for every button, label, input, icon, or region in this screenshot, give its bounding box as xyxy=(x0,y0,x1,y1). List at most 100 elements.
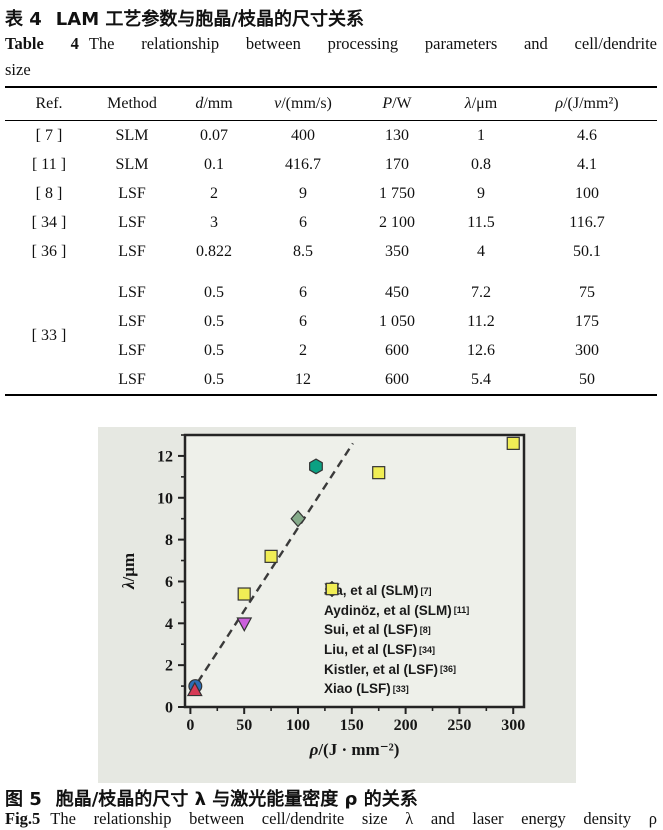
table-caption-zh-text: LAM 工艺参数与胞晶/枝晶的尺寸关系 xyxy=(55,9,364,30)
figure-caption-zh: 图 5 胞晶/枝晶的尺寸 λ 与激光能量密度 ρ 的关系 xyxy=(5,785,418,811)
table-cell: 600 xyxy=(385,341,409,359)
table-row: [ 34 ] LSF 3 6 2 100 11.5 116.7 xyxy=(5,208,657,237)
table-cell: LSF xyxy=(118,184,146,202)
table-caption-zh: 表 4 LAM 工艺参数与胞晶/枝晶的尺寸关系 xyxy=(5,5,364,31)
table-caption-zh-label: 表 4 xyxy=(5,9,42,30)
table-cell: 2 xyxy=(299,341,307,359)
table-row: LSF 0.5 12 600 5.4 50 xyxy=(5,365,657,395)
table-row: LSF 0.5 2 600 12.6 300 xyxy=(5,336,657,365)
table-cell: 5.4 xyxy=(471,370,491,388)
figure-5-image: 0 50 100 150 200 250 300 0 2 4 6 8 10 12 ρ/(J · mm⁻²) λ… xyxy=(98,427,576,783)
legend-item: Liu, et al (LSF) [34] xyxy=(324,581,469,660)
table-row: [ 33 ] LSF 0.5 6 450 7.2 75 xyxy=(5,266,657,345)
plot-area xyxy=(185,435,524,707)
table-cell: 130 xyxy=(385,126,409,144)
table-cell: 600 xyxy=(385,370,409,388)
col-lambda: λ/μm xyxy=(445,87,517,121)
table-cell: 11.5 xyxy=(467,213,495,231)
data-point-diamond xyxy=(290,509,306,528)
table-row: [ 8 ] LSF 2 9 1 750 9 100 xyxy=(5,179,657,208)
table-cell: 0.5 xyxy=(204,370,224,388)
col-ref: Ref. xyxy=(5,87,93,121)
data-point-triangle-up xyxy=(186,681,203,697)
table-cell: 175 xyxy=(575,312,599,330)
table-cell: 4.6 xyxy=(577,126,597,144)
table-cell: 170 xyxy=(385,155,409,173)
table-cell: 0.07 xyxy=(200,126,228,144)
table-cell: LSF xyxy=(118,370,146,388)
table-cell: 116.7 xyxy=(569,213,605,231)
table-cell: 2 xyxy=(210,184,218,202)
table-cell: 1 750 xyxy=(379,184,415,202)
table-cell: 9 xyxy=(299,184,307,202)
table-caption-en-text: The relationship between processing para… xyxy=(88,34,658,53)
ref-cell: [ 33 ] xyxy=(31,327,67,344)
y-tick-label: 6 xyxy=(165,574,173,591)
table-cell: 0.8 xyxy=(471,155,491,173)
scatter-chart: 0 50 100 150 200 250 300 0 2 4 6 8 10 12 ρ/(J · mm⁻²) λ… xyxy=(119,433,526,759)
col-d: d/mm xyxy=(171,87,257,121)
figure-caption-zh-label: 图 5 xyxy=(5,789,42,810)
legend-label: Sui, et al (LSF) xyxy=(324,622,418,638)
table-cell: 100 xyxy=(575,184,599,202)
col-v: v/(mm/s) xyxy=(257,87,349,121)
ref-cell: [ 11 ] xyxy=(31,155,67,173)
table-cell: 8.5 xyxy=(293,242,313,260)
col-p: P/W xyxy=(349,87,445,121)
ref-cell: [ 7 ] xyxy=(35,126,63,144)
y-tick-label: 12 xyxy=(157,448,173,465)
plot-frame xyxy=(183,433,526,709)
legend-label: Liu, et al (LSF) xyxy=(324,642,417,658)
legend-label: Jia, et al (SLM) xyxy=(324,583,419,599)
table-cell: LSF xyxy=(118,283,146,301)
table-cell: SLM xyxy=(115,155,149,173)
table-cell: 0.1 xyxy=(204,155,224,173)
table-cell: 2 100 xyxy=(379,213,415,231)
figure-caption-en-text: The relationship between cell/dendrite s… xyxy=(50,809,657,828)
x-tick-label: 0 xyxy=(186,717,194,734)
table-cell: 400 xyxy=(291,126,315,144)
table-cell: 0.5 xyxy=(204,283,224,301)
x-tick-label: 100 xyxy=(286,717,310,734)
y-axis-label: λ/μm xyxy=(119,553,138,590)
table-cell: 75 xyxy=(579,283,595,301)
data-point-square xyxy=(264,549,278,563)
table-row: [ 7 ] SLM 0.07 400 130 1 4.6 xyxy=(5,121,657,151)
parameters-table: Ref. Method d/mm v/(mm/s) P/W λ/μm ρ/(J/… xyxy=(5,86,657,396)
table-cell: 3 xyxy=(210,213,218,231)
table-cell: 300 xyxy=(575,341,599,359)
table-row: [ 11 ] SLM 0.1 416.7 170 0.8 4.1 xyxy=(5,150,657,179)
legend-label: Aydinöz, et al (SLM) xyxy=(324,602,452,618)
y-tick-label: 4 xyxy=(165,616,173,633)
table-cell: 1 050 xyxy=(379,312,415,330)
table-cell: 350 xyxy=(385,242,409,260)
table-cell: SLM xyxy=(115,126,149,144)
square-legend-icon xyxy=(325,582,339,596)
legend-label: Xiao (LSF) xyxy=(324,681,391,697)
table-cell: 12.6 xyxy=(467,341,495,359)
data-point-triangle-down xyxy=(236,617,253,632)
ref-cell: [ 34 ] xyxy=(31,213,67,231)
table-cell: 6 xyxy=(299,283,307,301)
x-tick-label: 250 xyxy=(447,717,471,734)
table-caption-en-label: Table 4 xyxy=(5,34,79,53)
ref-cell: [ 36 ] xyxy=(31,242,67,260)
legend-item: Jia, et al (SLM) [7] xyxy=(324,581,469,601)
table-cell: 0.5 xyxy=(204,312,224,330)
table-cell: LSF xyxy=(118,341,146,359)
chart-legend: Jia, et al (SLM) [7] Aydinöz, et al (SLM)[… xyxy=(324,581,469,699)
figure-caption-zh-text: 胞晶/枝晶的尺寸 λ 与激光能量密度 ρ 的关系 xyxy=(55,789,418,810)
legend-item: Aydinöz, et al (SLM) [11] xyxy=(324,581,469,621)
col-method: Method xyxy=(93,87,171,121)
table-cell: LSF xyxy=(118,213,146,231)
ref-cell: [ 8 ] xyxy=(35,184,63,202)
table-cell: 50.1 xyxy=(573,242,601,260)
table-cell: LSF xyxy=(118,312,146,330)
y-tick-label: 2 xyxy=(165,658,173,675)
table-cell: 12 xyxy=(295,370,311,388)
table-cell: 11.2 xyxy=(467,312,495,330)
table-cell: 450 xyxy=(385,283,409,301)
y-tick-label: 8 xyxy=(165,532,173,549)
x-tick-label: 50 xyxy=(236,717,252,734)
